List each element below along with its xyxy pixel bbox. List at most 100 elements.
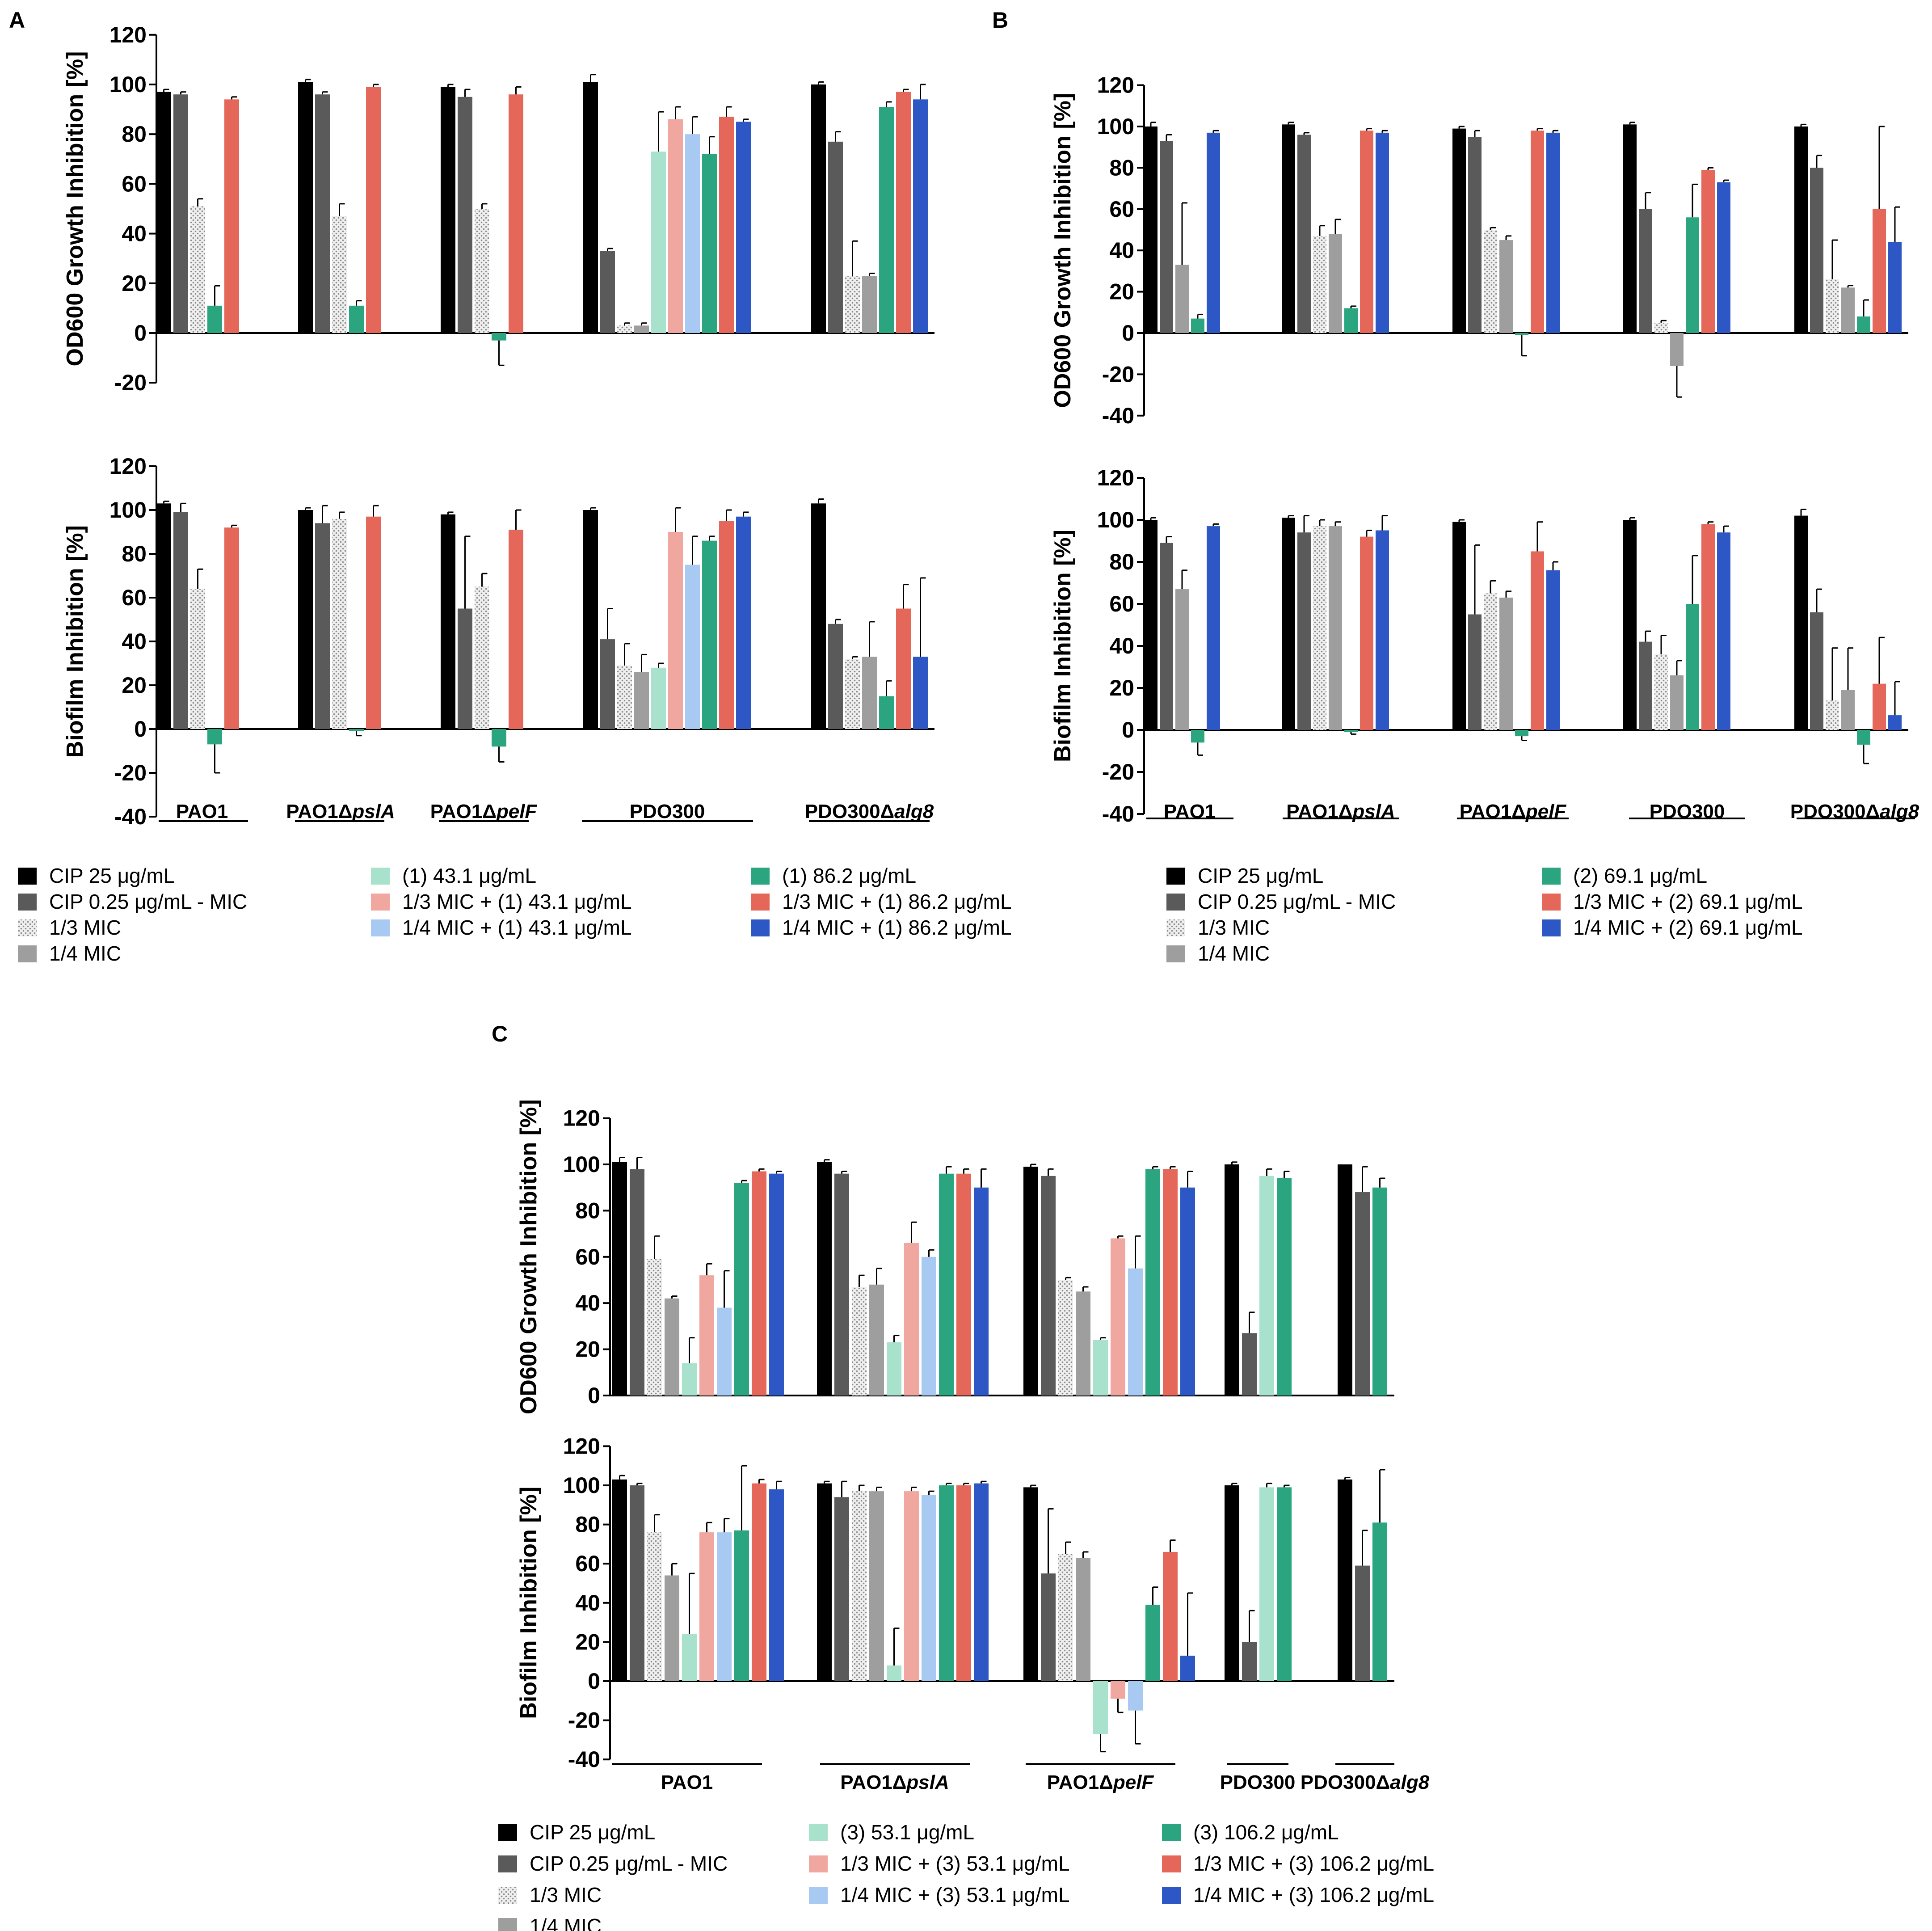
bar-lowconc xyxy=(1093,1681,1108,1734)
bar-cipmic xyxy=(630,1169,644,1396)
bar-third xyxy=(845,659,860,729)
bar-quarter xyxy=(1499,597,1513,730)
bar-quarter_low xyxy=(717,1532,732,1681)
bar-cipmic xyxy=(600,251,615,333)
bar-quarter_high xyxy=(769,1173,784,1396)
bar-third xyxy=(1313,236,1326,333)
bar-highconc xyxy=(879,696,894,729)
bar-quarter xyxy=(869,1491,884,1681)
legend-swatch-quarter xyxy=(1166,945,1185,962)
bar-cipmic xyxy=(828,624,843,729)
legend-label: CIP 0.25 μg/mL - MIC xyxy=(1198,890,1396,913)
y-tick-label: 0 xyxy=(1122,320,1134,346)
bar-third_high xyxy=(719,521,734,729)
group-label: PAO1ΔpelF xyxy=(1460,801,1567,822)
y-tick-label: 20 xyxy=(1109,675,1134,700)
legend-label: 1/3 MIC + (3) 53.1 μg/mL xyxy=(840,1852,1070,1875)
bar-lowconc xyxy=(887,1665,901,1681)
bar-third_high xyxy=(752,1171,766,1396)
group-label: PAO1 xyxy=(661,1771,713,1793)
legend-label: (2) 69.1 μg/mL xyxy=(1573,864,1707,887)
subplot-c-top: 0 20 40 60 80 100 120 OD600 Growth Inhibition [… xyxy=(516,1099,1394,1414)
group-label: PDO300 xyxy=(1650,801,1725,822)
y-tick-label: 100 xyxy=(109,498,147,523)
y-tick-label: 60 xyxy=(575,1551,600,1576)
bar-cipmic xyxy=(1160,543,1173,730)
y-axis-title: Biofilm Inhibition [%] xyxy=(62,525,88,758)
bar-third_high xyxy=(1701,170,1715,333)
bar-quarter_low xyxy=(717,1307,732,1396)
legend-swatch-lowconc xyxy=(371,868,390,885)
bar-third_high xyxy=(896,608,911,729)
bar-cip25 xyxy=(1144,520,1158,730)
group-label: PAO1ΔpslA xyxy=(286,801,395,822)
bar-cip25 xyxy=(1623,520,1637,730)
y-tick-label: 120 xyxy=(109,454,147,479)
bar-highconc xyxy=(1344,730,1358,732)
bar-highconc xyxy=(1372,1522,1387,1681)
bar-highconc xyxy=(1857,316,1870,333)
legend-label: 1/4 MIC xyxy=(1198,942,1270,965)
bar-cip25 xyxy=(298,82,313,333)
bar-cipmic xyxy=(1355,1192,1370,1396)
bar-highconc xyxy=(1686,604,1699,730)
panel-letter-b: B xyxy=(992,8,1008,33)
group-label: PAO1ΔpslA xyxy=(840,1771,949,1793)
legend-label: 1/4 MIC + (1) 43.1 μg/mL xyxy=(402,916,632,939)
bar-third_low xyxy=(1111,1681,1125,1699)
bar-cip25 xyxy=(811,503,826,729)
bar-third_high xyxy=(509,94,523,333)
subplot-c-bottom: -40 -20 0 20 40 60 80 100 120 Biofilm Inhibition … xyxy=(516,1433,1430,1793)
bar-quarter xyxy=(1670,675,1684,730)
y-tick-label: 0 xyxy=(588,1669,600,1694)
legend-swatch-cipmic xyxy=(1166,894,1185,911)
bar-quarter xyxy=(862,657,877,729)
bar-cip25 xyxy=(1225,1485,1239,1681)
legend-label: 1/4 MIC + (1) 86.2 μg/mL xyxy=(782,916,1012,939)
bar-highconc xyxy=(1686,217,1699,333)
bar-third_high xyxy=(1360,131,1373,333)
bar-cip25 xyxy=(1023,1167,1038,1396)
bar-third_high xyxy=(366,87,381,333)
bar-third_low xyxy=(699,1275,714,1396)
bar-cipmic xyxy=(1041,1573,1056,1681)
bar-lowconc xyxy=(651,152,666,333)
bar-third xyxy=(852,1287,867,1396)
bar-cipmic xyxy=(600,639,615,729)
bar-third xyxy=(190,206,205,333)
bar-quarter_high xyxy=(1546,132,1560,333)
bar-cip25 xyxy=(298,510,313,729)
bar-highconc xyxy=(879,107,894,333)
bar-cipmic xyxy=(458,608,472,729)
bar-highconc xyxy=(492,729,506,747)
bar-cipmic xyxy=(1160,141,1173,333)
legend-swatch-quarter_high xyxy=(751,919,770,936)
bar-cipmic xyxy=(315,94,330,333)
bar-third xyxy=(1826,700,1839,730)
bar-cipmic xyxy=(834,1497,849,1681)
panel-letter-a: A xyxy=(9,8,25,33)
legend-label: 1/3 MIC xyxy=(1198,916,1270,939)
legend-swatch-highconc xyxy=(751,868,770,885)
bar-quarter_low xyxy=(685,565,700,729)
legend-label: 1/4 MIC + (2) 69.1 μg/mL xyxy=(1573,916,1803,939)
y-tick-label: 100 xyxy=(1097,114,1134,139)
bar-third xyxy=(1654,322,1668,333)
bar-quarter xyxy=(665,1298,679,1396)
bar-quarter xyxy=(1076,1558,1090,1681)
legend-label: CIP 0.25 μg/mL - MIC xyxy=(530,1852,728,1875)
group-label: PAO1ΔpslA xyxy=(1286,801,1395,822)
legend-swatch-quarter_high xyxy=(1542,919,1561,936)
y-tick-label: -40 xyxy=(1102,801,1134,826)
y-tick-label: -40 xyxy=(1102,403,1134,428)
legend-swatch-cipmic xyxy=(498,1855,517,1872)
bar-cip25 xyxy=(1282,518,1295,730)
bar-cipmic xyxy=(1242,1642,1257,1681)
bar-quarter xyxy=(634,325,649,333)
bar-third xyxy=(1058,1554,1073,1681)
bar-third xyxy=(647,1532,662,1681)
legend-swatch-cip25 xyxy=(18,868,37,885)
legend-label: 1/3 MIC + (3) 106.2 μg/mL xyxy=(1193,1852,1434,1875)
y-axis-title: Biofilm Inhibition [%] xyxy=(516,1487,542,1719)
